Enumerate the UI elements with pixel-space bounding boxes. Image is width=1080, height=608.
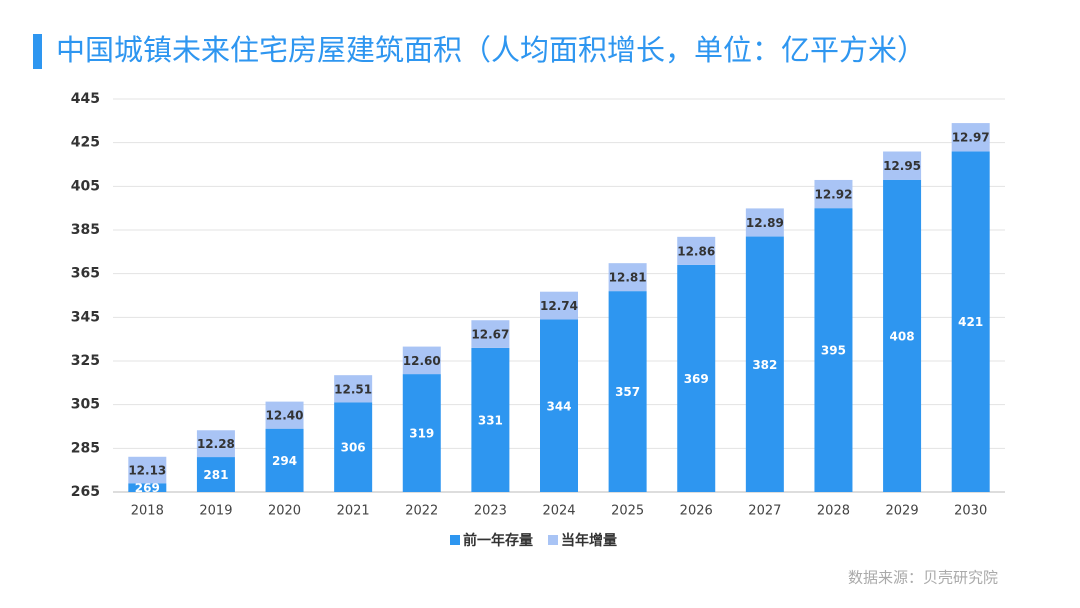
bar-segment bbox=[265, 401, 304, 429]
y-tick-label: 345 bbox=[71, 309, 100, 325]
value-label: 12.13 bbox=[128, 464, 166, 478]
value-label: 12.60 bbox=[403, 354, 441, 368]
y-tick-label: 325 bbox=[71, 353, 100, 369]
y-tick-label: 445 bbox=[71, 91, 100, 107]
y-tick-label: 285 bbox=[71, 440, 100, 456]
x-tick-label: 2020 bbox=[268, 504, 301, 519]
bar-segment bbox=[745, 208, 784, 237]
x-tick-label: 2030 bbox=[954, 504, 987, 519]
bar-segment bbox=[677, 264, 716, 492]
value-label: 369 bbox=[684, 372, 709, 386]
value-label: 395 bbox=[821, 344, 846, 358]
bar-segment bbox=[608, 291, 647, 492]
value-label: 421 bbox=[958, 315, 983, 329]
bar-segment bbox=[128, 483, 167, 492]
source: 数据来源：贝壳研究院 bbox=[848, 569, 998, 587]
value-label: 331 bbox=[478, 413, 503, 427]
legend-swatch bbox=[548, 535, 558, 545]
bar-segment bbox=[814, 208, 853, 492]
x-tick-label: 2023 bbox=[474, 504, 507, 519]
title-accent bbox=[33, 34, 42, 69]
value-label: 12.97 bbox=[952, 131, 990, 145]
bar-segment bbox=[471, 320, 510, 348]
bar-segment bbox=[265, 428, 304, 492]
bar-segment bbox=[745, 236, 784, 492]
x-tick-label: 2021 bbox=[337, 504, 370, 519]
x-tick-label: 2029 bbox=[886, 504, 919, 519]
value-label: 269 bbox=[135, 481, 160, 495]
value-label: 12.28 bbox=[197, 437, 235, 451]
y-tick-label: 305 bbox=[71, 397, 100, 413]
y-tick-label: 385 bbox=[71, 222, 100, 238]
y-tick-label: 265 bbox=[71, 484, 100, 500]
x-tick-label: 2026 bbox=[680, 504, 713, 519]
value-label: 12.51 bbox=[334, 382, 372, 396]
value-label: 12.81 bbox=[609, 271, 647, 285]
value-label: 281 bbox=[203, 468, 228, 482]
bar-segment bbox=[951, 151, 990, 492]
x-tick-label: 2022 bbox=[405, 504, 438, 519]
legend-label: 前一年存量 bbox=[463, 532, 533, 549]
y-tick-label: 405 bbox=[71, 178, 100, 194]
value-label: 12.74 bbox=[540, 299, 578, 313]
value-label: 12.86 bbox=[677, 244, 715, 258]
value-label: 319 bbox=[409, 427, 434, 441]
x-tick-label: 2019 bbox=[199, 504, 232, 519]
bar-segment bbox=[814, 179, 853, 209]
value-label: 306 bbox=[341, 441, 366, 455]
x-tick-label: 2018 bbox=[131, 504, 164, 519]
bar-segment bbox=[951, 123, 990, 152]
value-label: 294 bbox=[272, 454, 297, 468]
bar-segment bbox=[402, 346, 441, 375]
bar-segment bbox=[540, 319, 578, 492]
value-label: 12.89 bbox=[746, 216, 784, 230]
value-label: 408 bbox=[890, 329, 915, 343]
bar-segment bbox=[883, 151, 922, 180]
value-label: 12.92 bbox=[814, 188, 852, 202]
value-label: 12.67 bbox=[471, 328, 509, 342]
bar-segment bbox=[334, 375, 373, 403]
x-tick-label: 2024 bbox=[542, 504, 575, 519]
value-label: 344 bbox=[546, 399, 571, 413]
bar-segment bbox=[608, 263, 647, 292]
bar-segment bbox=[196, 430, 235, 458]
value-label: 357 bbox=[615, 385, 640, 399]
bar-segment bbox=[402, 374, 441, 492]
bar-segment bbox=[471, 347, 510, 492]
y-tick-label: 365 bbox=[71, 266, 100, 282]
bar-segment bbox=[128, 456, 167, 484]
x-tick-label: 2027 bbox=[748, 504, 781, 519]
bar-segment bbox=[334, 402, 373, 492]
value-label: 12.95 bbox=[883, 159, 921, 173]
value-label: 12.40 bbox=[266, 409, 304, 423]
legend-label: 当年增量 bbox=[561, 532, 617, 549]
legend-swatch bbox=[450, 535, 460, 545]
chart-title: 中国城镇未来住宅房屋建筑面积（人均面积增长，单位：亿平方米） bbox=[56, 33, 926, 67]
bar-segment bbox=[540, 291, 578, 320]
x-tick-label: 2025 bbox=[611, 504, 644, 519]
x-tick-label: 2028 bbox=[817, 504, 850, 519]
bar-segment bbox=[883, 179, 922, 493]
bar-segment bbox=[196, 457, 235, 492]
bar-segment bbox=[677, 236, 716, 265]
value-label: 382 bbox=[752, 358, 777, 372]
y-tick-label: 425 bbox=[71, 135, 100, 151]
